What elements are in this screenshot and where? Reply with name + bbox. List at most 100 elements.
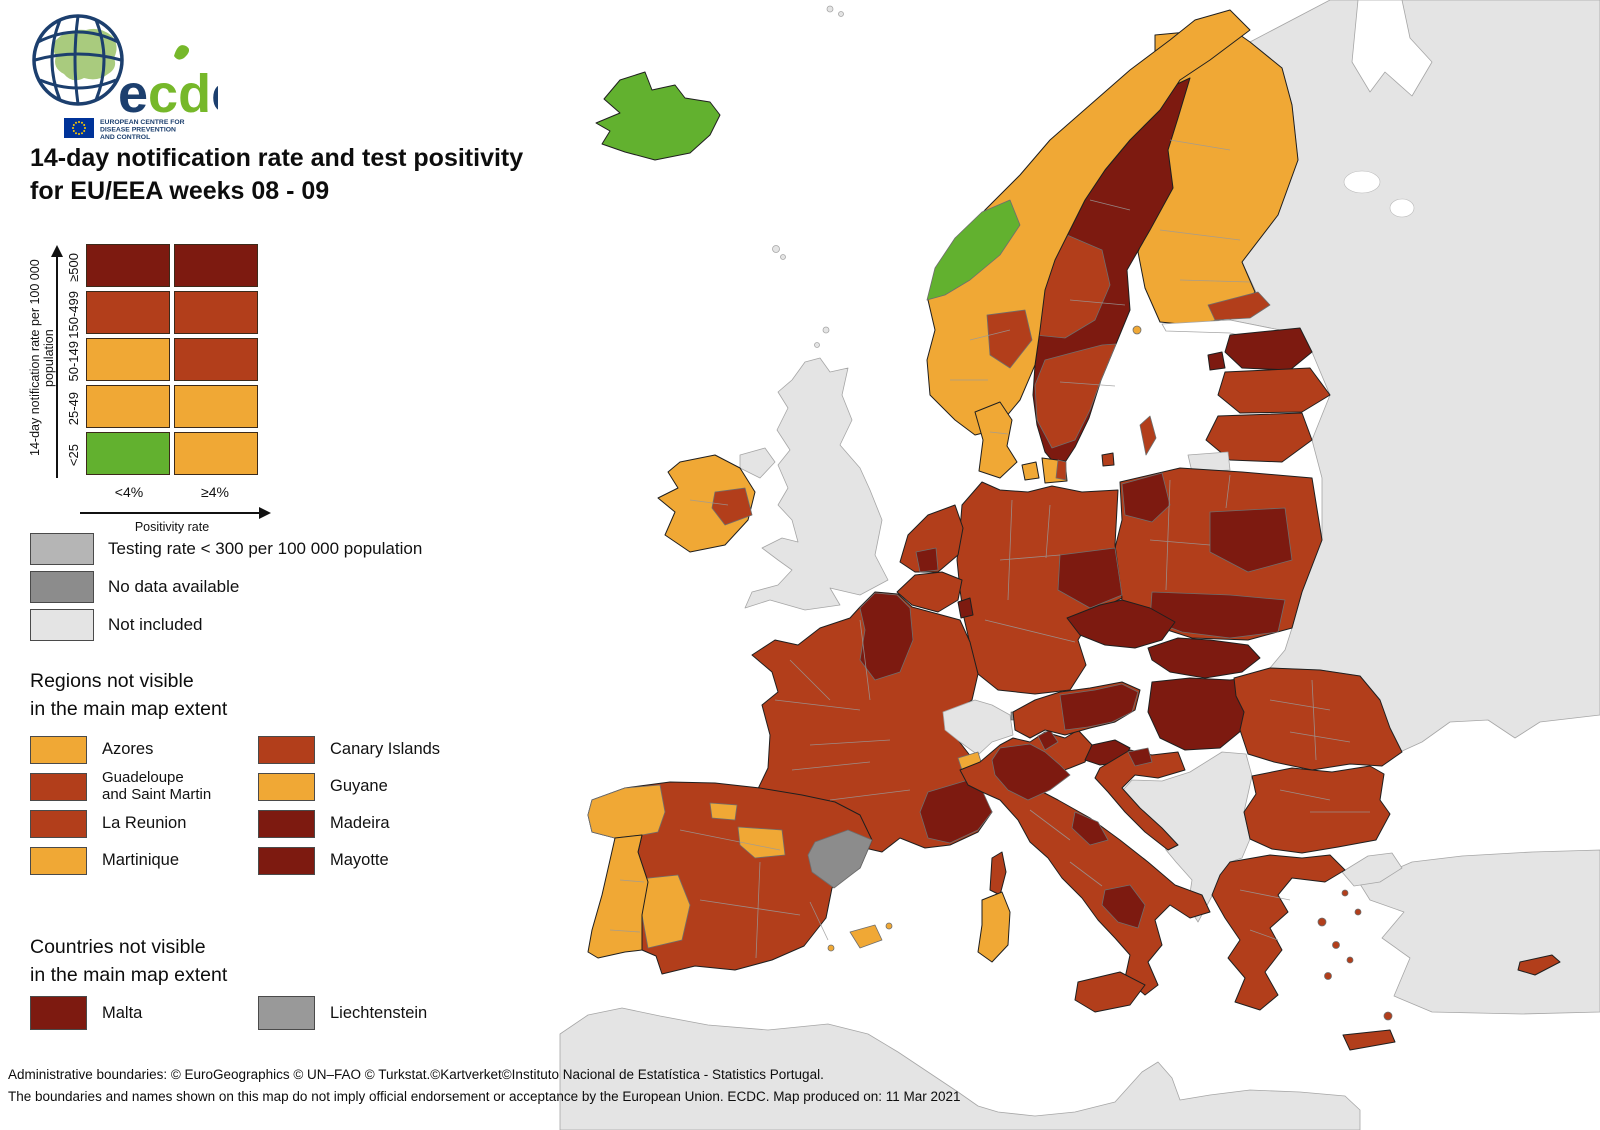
map-region-bornholm	[1101, 452, 1115, 467]
legend-item-madeira: Madeira	[258, 805, 486, 842]
map-region-italy-marche	[1071, 811, 1109, 846]
legend-cell	[174, 385, 258, 428]
map-region-corsica	[989, 851, 1007, 896]
eu-flag-icon	[64, 118, 94, 138]
map-region-czechia	[1066, 599, 1176, 649]
map-region-estonia	[1224, 327, 1313, 371]
europe-choropleth-map	[559, 0, 1600, 1130]
map-aegean-island	[1332, 941, 1340, 949]
legend-item-liechtenstein: Liechtenstein	[258, 996, 486, 1030]
map-footer: Administrative boundaries: © EuroGeograp…	[8, 1064, 961, 1108]
map-region-croatia-zagreb	[1127, 747, 1153, 767]
countries-not-visible-list: Malta Liechtenstein	[30, 996, 486, 1030]
map-region-portugal	[587, 834, 649, 959]
map-aegean-island	[1346, 956, 1354, 964]
map-region-northern-ireland	[739, 447, 776, 479]
map-region-aland	[1132, 325, 1142, 335]
map-region-ibiza	[827, 944, 835, 952]
map-lake-ladoga	[1343, 170, 1381, 194]
legend-item-azores: Azores	[30, 731, 258, 768]
map-region-poland-northwest	[1121, 472, 1171, 523]
map-region-denmark-funen	[1021, 461, 1040, 481]
map-region-norway-trondelag	[926, 199, 1021, 301]
not-included-swatch	[30, 609, 94, 641]
legend-col-label: <4%	[114, 484, 144, 500]
legend-cell	[86, 432, 170, 475]
legend-cell	[174, 338, 258, 381]
map-region-cyprus	[1517, 954, 1561, 976]
map-region-sicily	[1074, 971, 1146, 1013]
map-region-saaremaa	[1207, 351, 1226, 371]
map-region-france-north	[859, 592, 914, 681]
testing-rate-swatch	[30, 533, 94, 565]
map-region-orkney	[814, 342, 820, 348]
map-rhodes-island	[1383, 1011, 1393, 1021]
map-region-ireland-east	[711, 487, 753, 526]
no-data-label: No data available	[108, 577, 240, 596]
legend-item-malta: Malta	[30, 996, 258, 1030]
legend-matrix-grid	[86, 244, 258, 475]
legend-x-arrow	[80, 507, 271, 519]
ecdc-logo: ecdc EUROPEAN CENTRE FOR DISEASE PREVENT…	[32, 14, 218, 141]
map-region-croatia	[1094, 749, 1186, 851]
legend-cell	[174, 291, 258, 334]
map-region-lithuania	[1205, 412, 1313, 463]
map-region-italy-campania	[1101, 884, 1146, 929]
legend-item-martinique: Martinique	[30, 842, 258, 879]
map-aegean-island	[1324, 972, 1332, 980]
map-region-gotland	[1139, 415, 1157, 456]
map-region-belgium	[896, 571, 963, 613]
map-region-greece	[1211, 854, 1346, 1011]
countries-not-visible-heading: Countries not visible in the main map ex…	[30, 936, 228, 986]
legend-cell	[174, 432, 258, 475]
legend-cell	[86, 244, 170, 287]
map-region-luxembourg	[957, 597, 974, 619]
map-region-kaliningrad	[1187, 451, 1231, 473]
logo-org-line2: DISEASE PREVENTION	[100, 127, 176, 134]
map-region-norway-oslo	[986, 309, 1033, 369]
no-data-swatch	[30, 571, 94, 603]
legend-row-label: 25-49	[65, 391, 81, 426]
legend-y-arrow	[51, 245, 63, 478]
legend-item-no-data: No data available	[30, 571, 239, 603]
regions-not-visible-heading: Regions not visible in the main map exte…	[30, 670, 228, 720]
map-region-bulgaria	[1243, 765, 1391, 854]
legend-item-guyane: Guyane	[258, 768, 486, 805]
map-white-sea	[1351, 0, 1433, 97]
legend-item-canary-islands: Canary Islands	[258, 731, 486, 768]
map-region-ireland	[657, 454, 756, 553]
map-region-switzerland	[942, 699, 1014, 756]
logo-org-line1: EUROPEAN CENTRE FOR	[100, 119, 185, 126]
legend-item-not-included: Not included	[30, 609, 203, 641]
map-aegean-island	[1354, 908, 1362, 916]
map-region-finland-south	[1207, 291, 1271, 321]
eu-flag-stars	[72, 121, 86, 135]
legend-row-labels: ≥500 150-499 50-149 25-49 <25	[64, 244, 82, 479]
map-region-italy-north	[991, 743, 1071, 801]
map-region-faroe	[772, 245, 780, 253]
globe-meridians	[34, 15, 122, 105]
map-region-shetland	[822, 326, 830, 334]
legend-col-labels: <4% ≥4%	[86, 484, 258, 500]
map-region-romania	[1233, 667, 1403, 771]
map-region-crete	[1342, 1029, 1396, 1051]
map-region-turkey-thrace	[1341, 852, 1403, 887]
bivariate-legend: 14-day notification rate per 100 000 pop…	[28, 236, 300, 536]
logo-org-line3: AND CONTROL	[100, 134, 150, 141]
footer-line1: Administrative boundaries: © EuroGeograp…	[8, 1067, 824, 1082]
map-region-iceland	[595, 71, 721, 161]
map-title-line1: 14-day notification rate and test positi…	[30, 144, 524, 172]
legend-x-axis-label: Positivity rate	[134, 520, 210, 534]
legend-row-label: <25	[65, 444, 81, 467]
not-included-label: Not included	[108, 615, 203, 634]
map-aegean-island	[1341, 889, 1349, 897]
legend-item-la-reunion: La Reunion	[30, 805, 258, 842]
map-region-germany-saxony-thuringia	[1057, 547, 1123, 609]
map-region-poland-mazovia	[1209, 507, 1293, 573]
map-aegean-island	[1317, 917, 1327, 927]
logo-wordmark: ecdc	[118, 64, 218, 124]
map-region-turkey	[1359, 849, 1600, 1015]
map-admin-lines	[609, 139, 1370, 959]
map-region-austria-east	[1059, 683, 1139, 731]
